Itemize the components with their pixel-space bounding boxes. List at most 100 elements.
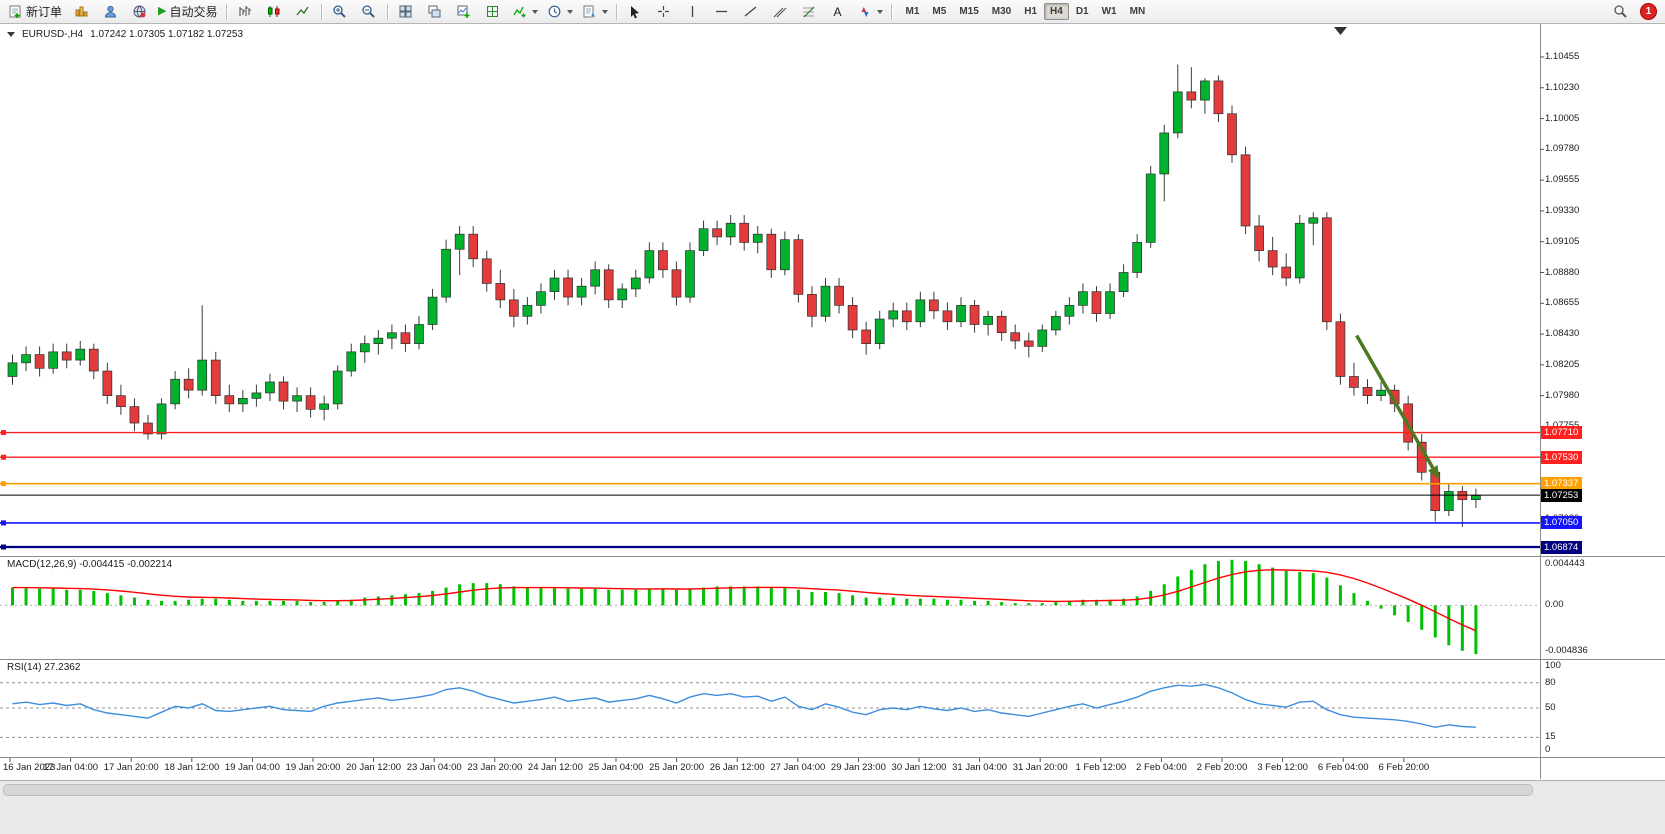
- time-axis-label: 30 Jan 12:00: [891, 762, 947, 773]
- line-chart-type-button[interactable]: [289, 1, 317, 23]
- time-axis-label: 18 Jan 12:00: [164, 762, 220, 773]
- macd-signal-line: [12, 568, 1477, 632]
- price-axis-label: 1.08880: [1545, 266, 1580, 278]
- toolbar-separator: [225, 3, 227, 20]
- zoom-in-button[interactable]: [326, 1, 354, 23]
- bar-chart-type-button[interactable]: [231, 1, 259, 23]
- tile-windows-button[interactable]: [392, 1, 420, 23]
- timeframe-m1[interactable]: M1: [905, 6, 920, 17]
- periods-button[interactable]: [543, 1, 577, 23]
- candlestick-type-button[interactable]: [260, 1, 288, 23]
- timeframe-d1[interactable]: D1: [1075, 6, 1089, 17]
- timeframe-m15[interactable]: M15: [959, 6, 979, 17]
- price-axis-label: 1.09780: [1545, 143, 1580, 155]
- chart-shift-marker[interactable]: [1334, 27, 1347, 35]
- price-level-tag[interactable]: 1.06874: [1541, 540, 1583, 554]
- indicators-button[interactable]: [508, 1, 542, 23]
- timeframe-mn[interactable]: MN: [1129, 6, 1146, 17]
- timeframe-h1[interactable]: H1: [1024, 6, 1038, 17]
- macd-histogram: [11, 559, 1478, 655]
- crosshair-button[interactable]: [650, 1, 678, 23]
- time-axis-label: 20 Jan 12:00: [346, 762, 402, 773]
- horizontal-line-button[interactable]: [708, 1, 736, 23]
- cascade-windows-button[interactable]: [421, 1, 449, 23]
- price-level-tag[interactable]: 1.07253: [1541, 488, 1583, 502]
- rsi-line: [12, 683, 1476, 729]
- new-order-button[interactable]: 新订单: [4, 1, 66, 23]
- rsi-axis-label: 15: [1545, 731, 1556, 743]
- rsi-axis-label: 100: [1545, 660, 1561, 671]
- text-button[interactable]: A: [824, 1, 852, 23]
- rsi-axis-label: 80: [1545, 676, 1556, 688]
- price-axis-label: 1.09105: [1545, 235, 1580, 247]
- chart-profile-icon[interactable]: [67, 1, 95, 23]
- macd-axis-zero: 0.00: [1545, 599, 1564, 611]
- time-axis-label: 2 Feb 04:00: [1136, 762, 1187, 773]
- price-level-tag[interactable]: 1.07050: [1541, 516, 1583, 530]
- time-axis-label: 24 Jan 12:00: [527, 762, 583, 773]
- price-axis-label: 1.08655: [1545, 297, 1580, 309]
- price-level-lines[interactable]: [0, 430, 1540, 550]
- price-axis-label: 1.08430: [1545, 328, 1580, 340]
- toolbar-separator: [386, 3, 388, 20]
- trend-arrow-head: [1428, 465, 1440, 480]
- zoom-out-button[interactable]: [355, 1, 383, 23]
- price-axis-label: 1.07755: [1545, 420, 1579, 431]
- arrows-button[interactable]: [853, 1, 887, 23]
- price-axis-label: 1.09555: [1545, 174, 1580, 186]
- toolbar: 新订单 ▶ 自动交易 A M1 M5 M15 M30 H1 H4 D1 W1 MN 1: [0, 0, 1665, 24]
- toolbar-separator: [890, 3, 892, 20]
- search-button[interactable]: [1606, 1, 1634, 23]
- price-level-tag[interactable]: 1.07337: [1541, 477, 1583, 491]
- templates-button[interactable]: [578, 1, 612, 23]
- price-axis-label: 1.09330: [1545, 204, 1580, 216]
- chevron-down-icon: [566, 9, 573, 14]
- time-axis-label: 26 Jan 12:00: [709, 762, 765, 773]
- toolbar-buttons: 新订单 ▶ 自动交易 A: [4, 1, 895, 23]
- price-level-tag[interactable]: 1.07710: [1541, 426, 1583, 440]
- price-level-tag[interactable]: 1.07530: [1541, 450, 1583, 464]
- channel-button[interactable]: [766, 1, 794, 23]
- cursor-button[interactable]: [621, 1, 649, 23]
- time-axis-label: 1 Feb 12:00: [1075, 762, 1127, 773]
- time-axis-label: 23 Jan 04:00: [406, 762, 462, 773]
- autotrading-button[interactable]: ▶ 自动交易: [158, 5, 218, 19]
- grid-button[interactable]: [479, 1, 507, 23]
- timeframe-w1[interactable]: W1: [1101, 6, 1117, 17]
- timeframe-m5[interactable]: M5: [932, 6, 947, 17]
- trend-arrow[interactable]: [1355, 334, 1435, 469]
- symbol-dropdown-icon[interactable]: [7, 32, 15, 37]
- rsi-axis-label: 50: [1545, 702, 1556, 713]
- time-axis-label: 3 Feb 12:00: [1257, 762, 1308, 773]
- horizontal-scrollbar[interactable]: [3, 784, 1533, 796]
- price-axis-label: 1.08205: [1545, 358, 1580, 370]
- accounts-icon[interactable]: [96, 1, 124, 23]
- price-axis-label: 1.10005: [1545, 112, 1580, 124]
- price-axis-label: 1.07980: [1545, 389, 1580, 401]
- toolbar-separator: [320, 3, 322, 20]
- chart-title: EURUSD-,H4 1.07242 1.07305 1.07182 1.072…: [7, 29, 243, 40]
- svg-text:A: A: [834, 5, 842, 19]
- time-axis-label: 23 Jan 20:00: [467, 762, 523, 773]
- community-icon[interactable]: [125, 1, 153, 23]
- rsi-axis-label: 0: [1545, 744, 1551, 755]
- new-chart-button[interactable]: [450, 1, 478, 23]
- time-axis-label: 25 Jan 20:00: [649, 762, 705, 773]
- price-axis-label: 1.10230: [1545, 81, 1580, 93]
- time-axis-label: 29 Jan 23:00: [830, 762, 886, 773]
- timeframe-m30[interactable]: M30: [991, 6, 1012, 17]
- toolbar-separator: [615, 3, 617, 20]
- fibonacci-button[interactable]: [795, 1, 823, 23]
- time-axis-label: 31 Jan 20:00: [1012, 762, 1068, 773]
- timeframe-bar: M1 M5 M15 M30 H1 H4 D1 W1 MN: [900, 3, 1152, 20]
- time-axis-label: 31 Jan 04:00: [952, 762, 1008, 773]
- chart-ohlc: 1.07242 1.07305 1.07182 1.07253: [90, 29, 244, 40]
- timeframe-h4[interactable]: H4: [1044, 3, 1069, 20]
- time-axis-label: 2 Feb 20:00: [1196, 762, 1248, 773]
- trendline-button[interactable]: [737, 1, 765, 23]
- chevron-down-icon: [531, 9, 538, 14]
- time-axis-label: 16 Jan 2023: [3, 762, 56, 773]
- time-axis-label: 17 Jan 04:00: [43, 762, 99, 773]
- vertical-line-button[interactable]: [679, 1, 707, 23]
- notification-badge[interactable]: 1: [1640, 3, 1657, 20]
